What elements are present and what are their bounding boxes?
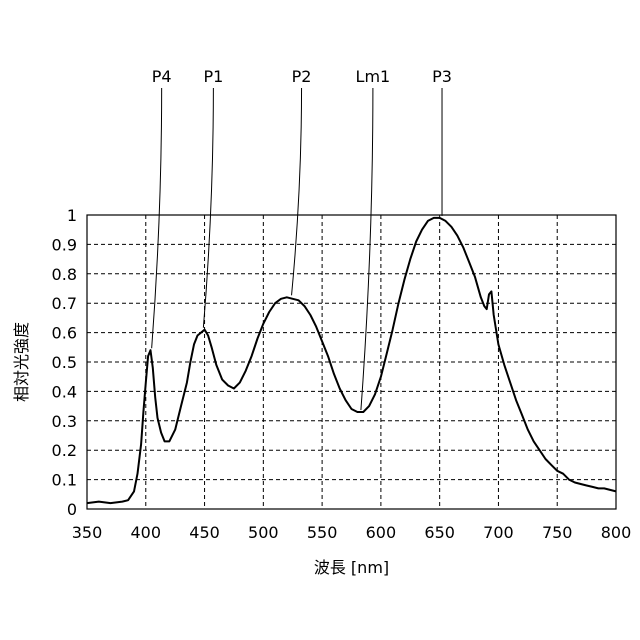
annotation-leader-line [152, 88, 162, 348]
annotation-label: P3 [432, 67, 452, 86]
annotation-label: Lm1 [356, 67, 391, 86]
x-tick-label: 750 [542, 523, 573, 542]
annotations: P4 P1 P2 Lm1 P3 [152, 67, 452, 410]
x-tick-label: 650 [424, 523, 455, 542]
annotation-p3: P3 [432, 67, 452, 216]
annotation-label: P2 [292, 67, 312, 86]
x-tick-label: 350 [72, 523, 103, 542]
x-axis-title: 波長 [nm] [314, 558, 389, 577]
annotation-label: P4 [152, 67, 172, 86]
spectrum-line [87, 218, 616, 503]
y-tick-label: 1 [67, 206, 77, 225]
y-axis-title: 相対光強度 [12, 322, 31, 402]
y-tick-label: 0.4 [52, 382, 77, 401]
y-tick-label: 0.9 [52, 235, 77, 254]
x-tick-label: 600 [366, 523, 397, 542]
x-tick-label: 550 [307, 523, 338, 542]
grid [87, 215, 616, 509]
x-tick-label: 400 [131, 523, 162, 542]
y-tick-label: 0 [67, 500, 77, 519]
annotation-leader-line [292, 88, 302, 295]
y-tick-label: 0.5 [52, 353, 77, 372]
x-tick-label: 450 [189, 523, 220, 542]
series [87, 218, 616, 503]
x-tick-label: 700 [483, 523, 514, 542]
y-tick-label: 0.3 [52, 412, 77, 431]
annotation-label: P1 [203, 67, 223, 86]
y-axis-ticks: 0 0.1 0.2 0.3 0.4 0.5 0.6 0.7 0.8 0.9 1 [52, 206, 77, 519]
x-tick-label: 500 [248, 523, 279, 542]
y-tick-label: 0.2 [52, 441, 77, 460]
y-tick-label: 0.8 [52, 265, 77, 284]
y-tick-label: 0.6 [52, 324, 77, 343]
annotation-leader-line [203, 88, 213, 328]
annotation-p4: P4 [152, 67, 172, 348]
y-tick-label: 0.1 [52, 471, 77, 490]
y-tick-label: 0.7 [52, 294, 77, 313]
x-axis-ticks: 350 400 450 500 550 600 650 700 750 800 [72, 523, 632, 542]
annotation-p1: P1 [203, 67, 223, 328]
annotation-p2: P2 [292, 67, 312, 295]
x-tick-label: 800 [601, 523, 632, 542]
